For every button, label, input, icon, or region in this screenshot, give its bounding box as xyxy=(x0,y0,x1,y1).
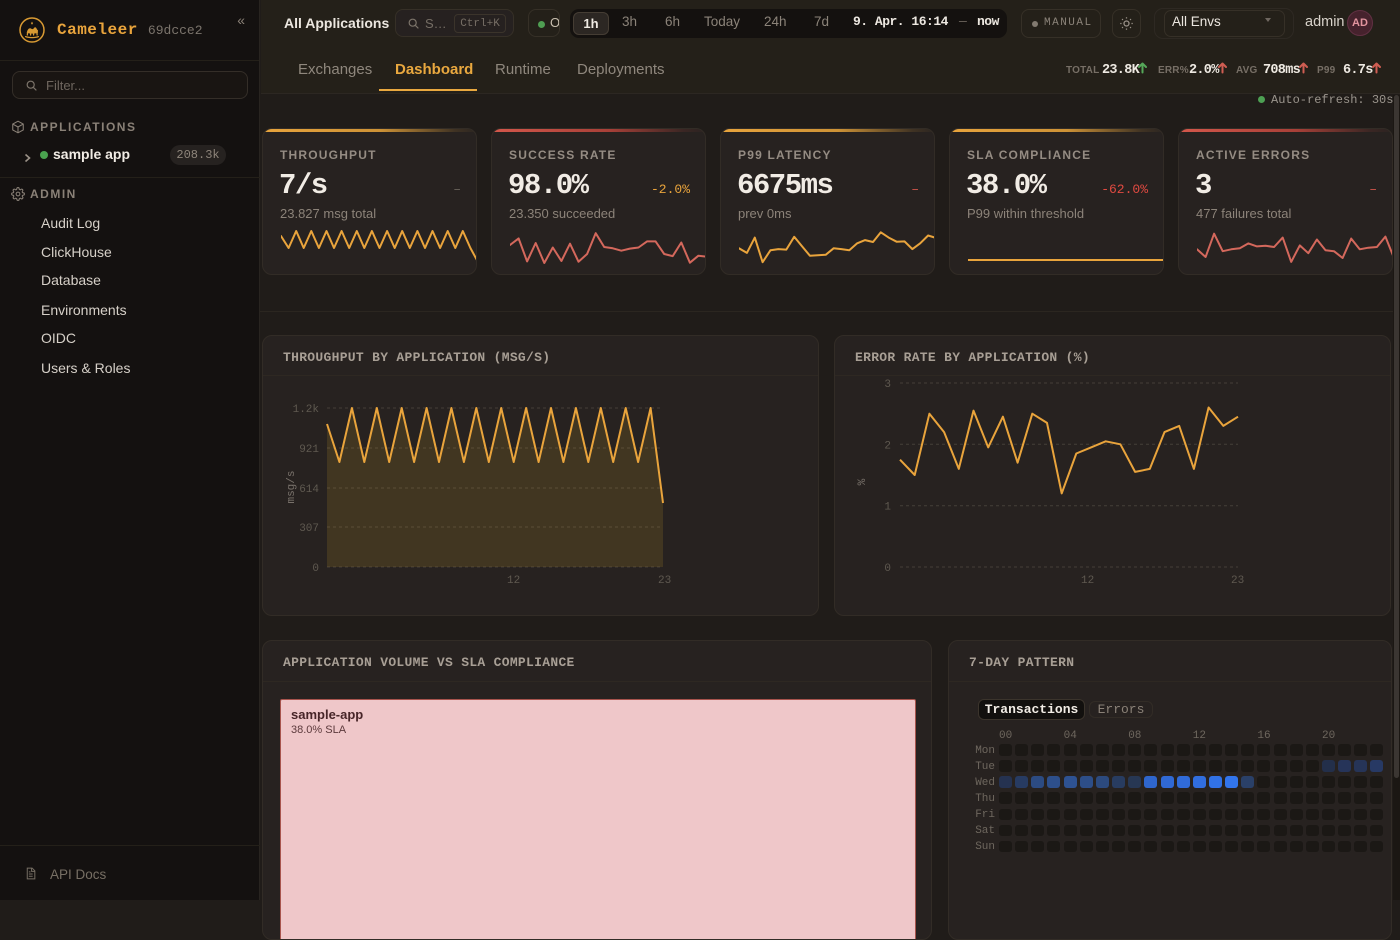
svg-text:msg/s: msg/s xyxy=(286,470,298,503)
svg-text:23: 23 xyxy=(1231,575,1244,587)
svg-text:0: 0 xyxy=(884,563,891,575)
svg-text:921: 921 xyxy=(299,444,319,456)
svg-text:12: 12 xyxy=(1081,575,1094,587)
svg-text:2: 2 xyxy=(884,440,891,452)
svg-text:%: % xyxy=(857,478,869,485)
svg-text:614: 614 xyxy=(299,484,319,496)
svg-text:12: 12 xyxy=(507,575,520,587)
svg-text:0: 0 xyxy=(312,563,319,575)
svg-text:1: 1 xyxy=(884,502,891,514)
svg-text:23: 23 xyxy=(658,575,671,587)
svg-text:1.2k: 1.2k xyxy=(293,404,320,416)
svg-text:307: 307 xyxy=(299,523,319,535)
svg-text:3: 3 xyxy=(884,379,891,391)
